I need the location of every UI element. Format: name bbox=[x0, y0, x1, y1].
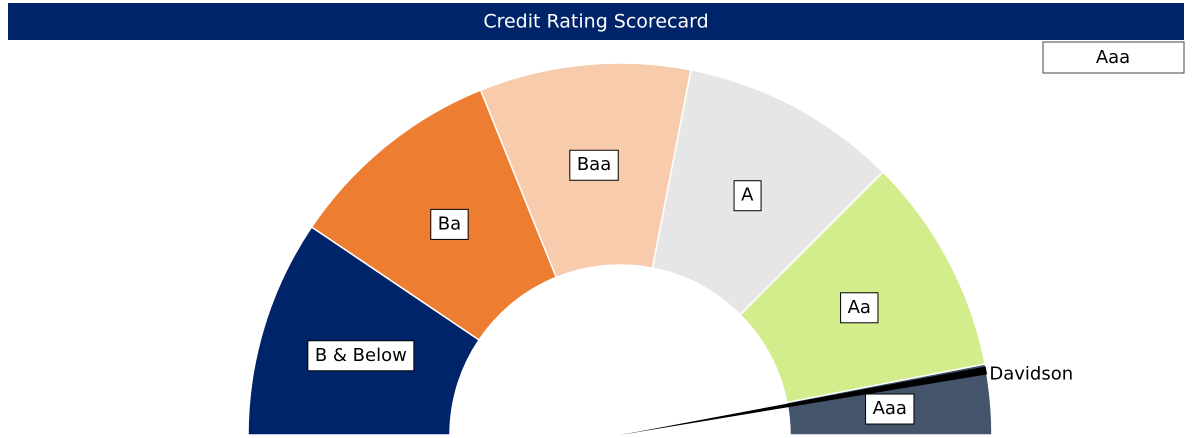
label-box bbox=[733, 180, 762, 212]
segment-label: A bbox=[733, 180, 762, 212]
needle-label: Davidson bbox=[989, 363, 1073, 384]
rating-box bbox=[1042, 41, 1185, 74]
segment-label: Aa bbox=[840, 292, 879, 324]
label-box bbox=[307, 340, 415, 372]
segment-label-text: A bbox=[741, 185, 754, 206]
segment-label: B & Below bbox=[307, 340, 415, 372]
segment-label-text: Baa bbox=[577, 154, 611, 175]
segment-label-text: Aa bbox=[848, 297, 871, 318]
segment-label-text: Ba bbox=[438, 213, 461, 234]
label-box bbox=[430, 208, 469, 240]
title-bar bbox=[8, 3, 1184, 40]
chart-title: Credit Rating Scorecard bbox=[483, 11, 708, 33]
needle bbox=[620, 366, 988, 435]
segment-label-text: Aaa bbox=[873, 398, 907, 419]
segment-label: Aaa bbox=[865, 393, 915, 425]
segment-label-text: B & Below bbox=[315, 345, 407, 366]
label-box bbox=[865, 393, 915, 425]
rating-value: Aaa bbox=[1096, 47, 1130, 68]
segment-label: Baa bbox=[569, 149, 619, 181]
label-box bbox=[569, 149, 619, 181]
label-box bbox=[840, 292, 879, 324]
segment-label: Ba bbox=[430, 208, 469, 240]
